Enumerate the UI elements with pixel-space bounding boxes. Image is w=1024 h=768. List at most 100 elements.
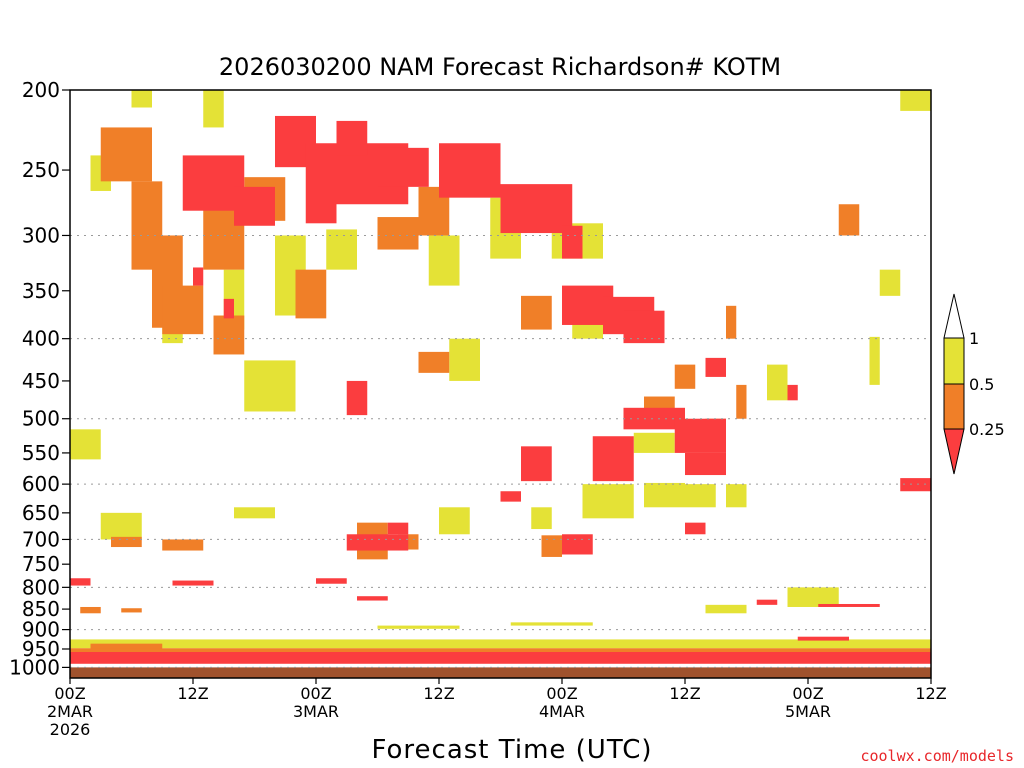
legend-swatch: [943, 383, 965, 430]
heatmap-cell: [377, 147, 429, 187]
heatmap-cell: [685, 522, 706, 535]
x-tick-label: 12Z: [423, 684, 454, 703]
y-tick-label: 550: [22, 441, 60, 465]
heatmap-cell: [582, 484, 634, 519]
source-credit: coolwx.com/models: [860, 747, 1014, 765]
heatmap-cell: [767, 364, 788, 401]
heatmap-cell: [797, 636, 849, 641]
heatmap-cell: [244, 360, 296, 412]
heatmap-cell: [787, 384, 798, 401]
heatmap-cell: [439, 507, 470, 535]
heatmap-cell: [377, 217, 419, 250]
y-tick-label: 850: [22, 597, 60, 621]
heatmap-cell: [121, 608, 142, 613]
heatmap-cell: [869, 336, 880, 385]
heatmap-cell: [705, 357, 726, 377]
heatmap-cell: [726, 305, 737, 339]
heatmap-cell: [818, 603, 880, 607]
heatmap-cell: [418, 351, 450, 373]
y-tick-label: 950: [22, 637, 60, 661]
y-tick-label: 900: [22, 618, 60, 642]
y-tick-label: 700: [22, 527, 60, 551]
y-tick-label: 600: [22, 472, 60, 496]
heatmap-cell: [592, 436, 634, 482]
x-tick-label: 5MAR: [785, 702, 831, 721]
x-tick-label: 00Z: [54, 684, 85, 703]
y-tick-label: 400: [22, 327, 60, 351]
heatmap-cell: [726, 484, 747, 508]
x-tick-label: 00Z: [546, 684, 577, 703]
heatmap-cell: [213, 315, 245, 355]
heatmap-cell: [80, 606, 101, 614]
x-tick-label: 12Z: [669, 684, 700, 703]
heatmap-cell: [70, 652, 931, 664]
heatmap-cell: [295, 269, 327, 319]
heatmap-cell: [541, 535, 562, 557]
x-tick-label: 00Z: [792, 684, 823, 703]
heatmap-cell: [500, 491, 521, 502]
y-tick-label: 300: [22, 223, 60, 247]
heatmap-cell: [674, 364, 696, 389]
heatmap-cell: [305, 143, 337, 224]
heatmap-cells: [70, 90, 931, 664]
x-tick-label: 3MAR: [293, 702, 339, 721]
heatmap-cell: [131, 90, 152, 108]
y-tick-label: 450: [22, 369, 60, 393]
heatmap-cell: [316, 578, 347, 584]
y-tick-label: 1000: [9, 655, 60, 679]
y-tick-label: 250: [22, 158, 60, 182]
legend-label: 0.25: [969, 420, 1005, 439]
y-tick-label: 350: [22, 279, 60, 303]
heatmap-cell: [705, 604, 747, 614]
y-tick-label: 800: [22, 575, 60, 599]
legend-label: 0.5: [969, 375, 994, 394]
heatmap-cell: [787, 587, 839, 607]
y-tick-label: 750: [22, 552, 60, 576]
plot-frame: [69, 89, 932, 679]
x-tick-label: 00Z: [300, 684, 331, 703]
heatmap-cell: [162, 539, 204, 551]
legend-lower-arrow: [943, 428, 965, 475]
heatmap-cell: [193, 267, 204, 286]
heatmap-cell: [70, 429, 101, 460]
heatmap-cell: [326, 229, 357, 270]
heatmap-cell: [346, 380, 368, 416]
heatmap-cell: [685, 484, 716, 508]
heatmap-cell: [111, 536, 142, 548]
heatmap-cell: [387, 522, 409, 535]
heatmap-cell: [449, 338, 480, 381]
heatmap-cell: [234, 186, 275, 226]
heatmap-cell: [562, 534, 593, 555]
heatmap-cell: [100, 127, 152, 182]
x-tick-label: 12Z: [915, 684, 946, 703]
heatmap-cell: [428, 235, 460, 286]
legend: 1 0.5 0.25: [943, 293, 1005, 475]
heatmap-cell: [521, 295, 552, 330]
heatmap-cell: [879, 269, 901, 296]
legend-label: 1: [969, 329, 979, 348]
heatmap-cell: [674, 418, 726, 453]
heatmap-cell: [336, 120, 368, 156]
y-tick-label: 650: [22, 501, 60, 525]
chart-title: 2026030200 NAM Forecast Richardson# KOTM: [219, 53, 781, 81]
y-tick-label: 200: [22, 78, 60, 102]
heatmap-cell: [439, 143, 501, 198]
heatmap-cell: [70, 648, 931, 653]
heatmap-cell: [685, 452, 726, 476]
legend-upper-arrow: [943, 293, 965, 339]
heatmap-cell: [90, 643, 163, 649]
heatmap-cell: [531, 507, 552, 530]
heatmap-cell: [357, 596, 388, 601]
heatmap-cell: [70, 639, 931, 649]
heatmap-cell: [500, 184, 573, 234]
x-tick-label: 2026: [50, 720, 91, 739]
heatmap-cell: [223, 298, 234, 319]
heatmap-cell: [203, 90, 224, 128]
heatmap-cell: [521, 446, 552, 482]
y-tick-label: 500: [22, 407, 60, 431]
x-tick-label: 2MAR: [47, 702, 93, 721]
heatmap-cell: [736, 384, 747, 419]
heatmap-cell: [838, 204, 860, 236]
heatmap-cell: [172, 580, 214, 586]
